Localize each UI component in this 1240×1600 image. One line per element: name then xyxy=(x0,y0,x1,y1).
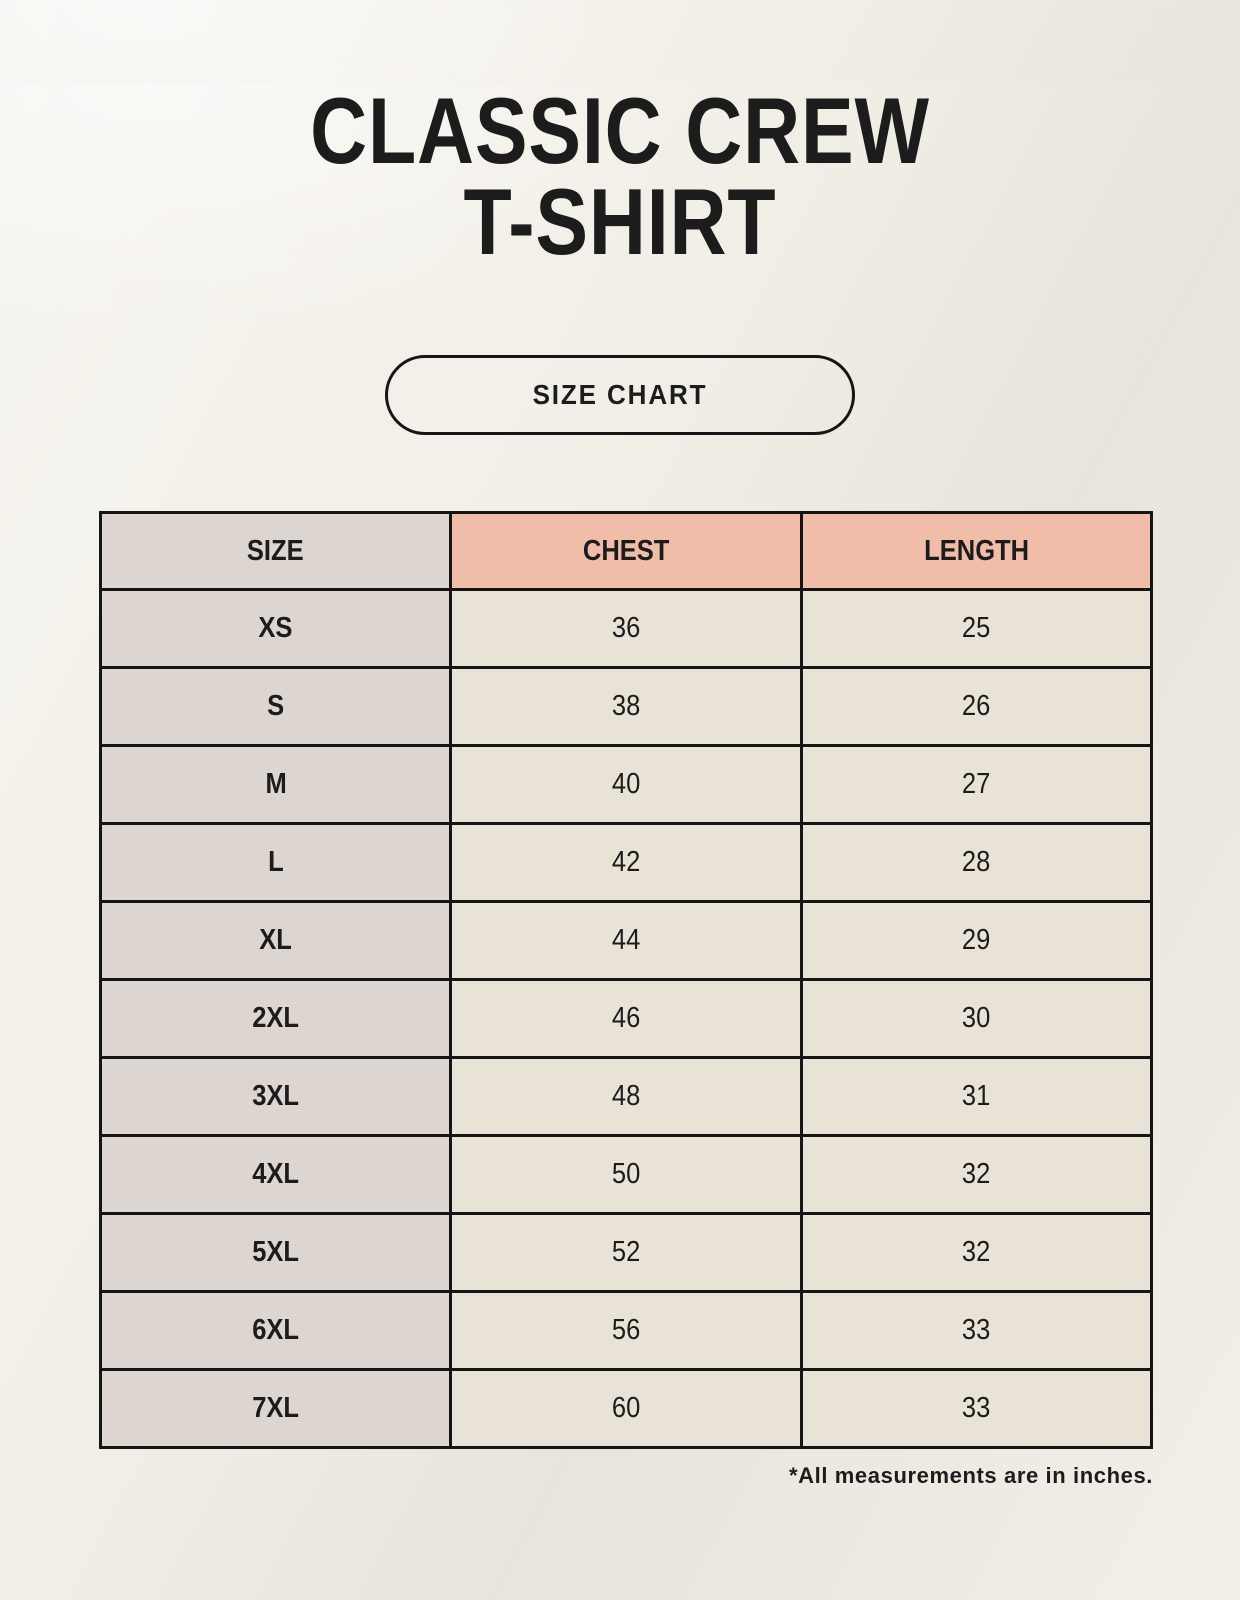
chest-value-cell-text: 56 xyxy=(611,1314,641,1347)
size-cell: 7XL xyxy=(98,1368,453,1450)
chest-value-cell-text: 52 xyxy=(611,1236,641,1269)
size-cell: 6XL xyxy=(98,1290,453,1372)
chest-value-cell-text: 48 xyxy=(611,1080,641,1113)
chest-value-cell: 40 xyxy=(449,744,803,826)
table-row: 3XL 48 31 xyxy=(98,1056,1154,1138)
table-row: S 38 26 xyxy=(98,666,1154,748)
length-value-cell-text: 30 xyxy=(962,1002,991,1035)
size-cell: L xyxy=(98,822,453,904)
size-cell: XS xyxy=(98,588,453,670)
table-row: M 40 27 xyxy=(98,744,1154,826)
chest-value-cell: 50 xyxy=(449,1134,803,1216)
footnote-row: *All measurements are in inches. xyxy=(99,1463,1153,1489)
size-cell: XL xyxy=(98,900,453,982)
column-header-size: SIZE xyxy=(98,511,453,592)
length-value-cell: 33 xyxy=(799,1290,1154,1372)
chest-value-cell: 52 xyxy=(449,1212,803,1294)
size-cell-text: S xyxy=(267,690,285,723)
chest-value-cell: 36 xyxy=(449,588,803,670)
length-value-cell-text: 32 xyxy=(962,1158,991,1191)
size-cell-text: 2XL xyxy=(252,1002,300,1035)
column-header-chest: CHEST xyxy=(449,511,803,592)
size-cell-text: 6XL xyxy=(252,1314,300,1347)
length-value-cell: 33 xyxy=(799,1368,1154,1450)
column-header-size-label: SIZE xyxy=(247,534,305,567)
table-row: 4XL 50 32 xyxy=(98,1134,1154,1216)
size-cell-text: XL xyxy=(259,924,292,957)
length-value-cell-text: 26 xyxy=(962,690,991,723)
size-cell: 5XL xyxy=(98,1212,453,1294)
length-value-cell-text: 31 xyxy=(962,1080,991,1113)
table-row: 2XL 46 30 xyxy=(98,978,1154,1060)
table-row: 5XL 52 32 xyxy=(98,1212,1154,1294)
size-cell-text: 4XL xyxy=(252,1158,300,1191)
page-title-line-2: T-SHIRT xyxy=(463,169,777,275)
page-title-line-1: CLASSIC CREW xyxy=(310,78,930,183)
size-cell: 4XL xyxy=(98,1134,453,1216)
column-header-length: LENGTH xyxy=(799,511,1154,592)
size-chart-button-row: SIZE CHART xyxy=(0,355,1240,436)
length-value-cell: 27 xyxy=(799,744,1154,826)
column-header-chest-label: CHEST xyxy=(582,534,670,567)
chest-value-cell-text: 46 xyxy=(611,1002,641,1035)
length-value-cell-text: 25 xyxy=(962,612,991,645)
table-row: 6XL 56 33 xyxy=(98,1290,1154,1372)
length-value-cell: 30 xyxy=(799,978,1154,1060)
page-title: CLASSIC CREW T-SHIRT xyxy=(99,78,1141,275)
size-cell-text: XS xyxy=(258,612,293,645)
chest-value-cell-text: 44 xyxy=(611,924,641,957)
length-value-cell: 25 xyxy=(799,588,1154,670)
chest-value-cell: 60 xyxy=(449,1368,803,1450)
length-value-cell: 32 xyxy=(799,1212,1154,1294)
size-table-body: XS 36 25 S 38 26 M 40 27 L 42 28 XL 44 29 2XL 46 30 3XL 48 3… xyxy=(98,588,1154,1450)
chest-value-cell-text: 38 xyxy=(611,690,641,723)
length-value-cell: 26 xyxy=(799,666,1154,748)
length-value-cell: 29 xyxy=(799,900,1154,982)
chest-value-cell: 44 xyxy=(449,900,803,982)
chest-value-cell: 46 xyxy=(449,978,803,1060)
length-value-cell-text: 29 xyxy=(962,924,991,957)
length-value-cell-text: 27 xyxy=(962,768,991,801)
table-row: XS 36 25 xyxy=(98,588,1154,670)
size-cell: 3XL xyxy=(98,1056,453,1138)
length-value-cell-text: 33 xyxy=(962,1392,991,1425)
size-cell-text: L xyxy=(267,846,284,879)
size-cell: M xyxy=(98,744,453,826)
page: CLASSIC CREW T-SHIRT SIZE CHART SIZE CHE… xyxy=(0,78,1240,1489)
size-cell-text: 3XL xyxy=(252,1080,300,1113)
length-value-cell: 28 xyxy=(799,822,1154,904)
chest-value-cell: 42 xyxy=(449,822,803,904)
length-value-cell-text: 28 xyxy=(962,846,991,879)
chest-value-cell-text: 42 xyxy=(611,846,641,879)
chest-value-cell: 38 xyxy=(449,666,803,748)
table-header-row: SIZE CHEST LENGTH xyxy=(98,511,1154,592)
chest-value-cell: 56 xyxy=(449,1290,803,1372)
size-chart-button-label: SIZE CHART xyxy=(532,379,708,411)
chest-value-cell-text: 50 xyxy=(611,1158,641,1191)
size-chart-button[interactable]: SIZE CHART xyxy=(385,355,855,436)
chest-value-cell-text: 40 xyxy=(611,768,641,801)
table-row: 7XL 60 33 xyxy=(98,1368,1154,1450)
size-cell: S xyxy=(98,666,453,748)
table-row: L 42 28 xyxy=(98,822,1154,904)
size-chart-table: SIZE CHEST LENGTH XS 36 25 S 38 26 M 40 27 L 42 28 X… xyxy=(98,511,1154,1450)
measurements-footnote: *All measurements are in inches. xyxy=(788,1463,1153,1489)
length-value-cell: 31 xyxy=(799,1056,1154,1138)
chest-value-cell: 48 xyxy=(449,1056,803,1138)
chest-value-cell-text: 36 xyxy=(611,612,641,645)
size-cell-text: 7XL xyxy=(252,1392,300,1425)
size-cell-text: M xyxy=(265,768,287,801)
length-value-cell-text: 33 xyxy=(962,1314,991,1347)
chest-value-cell-text: 60 xyxy=(611,1392,641,1425)
column-header-length-label: LENGTH xyxy=(923,534,1029,567)
length-value-cell: 32 xyxy=(799,1134,1154,1216)
size-cell: 2XL xyxy=(98,978,453,1060)
table-row: XL 44 29 xyxy=(98,900,1154,982)
size-cell-text: 5XL xyxy=(252,1236,300,1269)
length-value-cell-text: 32 xyxy=(962,1236,991,1269)
